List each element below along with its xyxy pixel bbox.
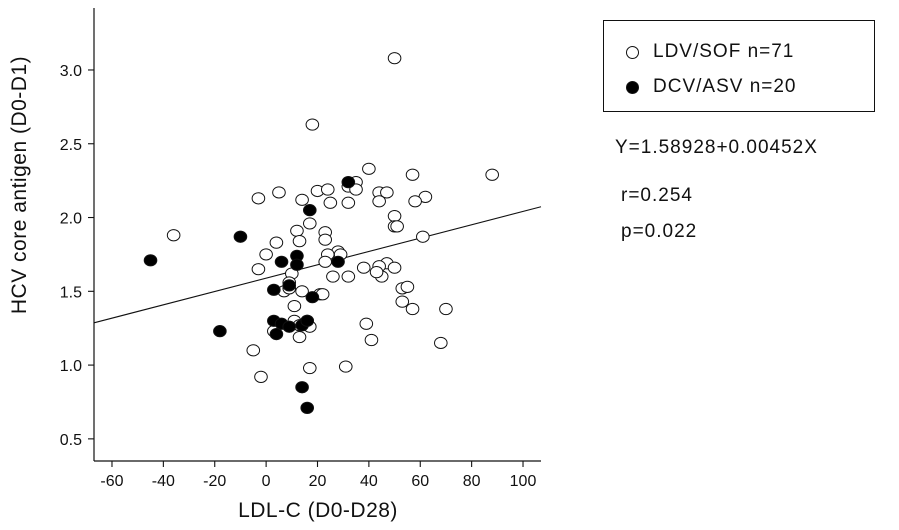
ldv-sof-point	[295, 285, 309, 298]
ldv-sof-point	[372, 195, 386, 208]
ldv-sof-point	[338, 360, 353, 373]
ldv-sof-point	[408, 195, 422, 208]
ldv-sof-point	[395, 295, 410, 308]
dcv-asv-point	[341, 176, 356, 189]
dcv-asv-point	[331, 255, 345, 268]
ldv-sof-point	[416, 230, 430, 243]
ldv-sof-point	[341, 196, 356, 209]
dcv-asv-point	[300, 401, 315, 414]
ldv-sof-point	[364, 333, 379, 347]
x-tick-label: 80	[463, 473, 481, 490]
dcv-asv-point	[282, 320, 297, 333]
x-tick-label: 60	[411, 473, 429, 490]
dcv-asv-point	[302, 204, 317, 217]
ldv-sof-point	[341, 270, 356, 283]
dcv-asv-point	[269, 328, 284, 341]
ldv-sof-point	[251, 192, 266, 205]
dcv-asv-point	[295, 381, 309, 394]
ldv-sof-point	[292, 235, 307, 248]
regression-line	[93, 206, 542, 324]
ldv-sof-point	[320, 183, 335, 196]
dcv-asv-point	[290, 258, 304, 271]
y-tick-label: 1.0	[60, 358, 82, 375]
ldv-sof-point	[295, 193, 309, 206]
ldv-sof-point	[387, 52, 402, 65]
ldv-sof-point	[369, 266, 384, 279]
x-tick-label: -60	[100, 473, 123, 490]
x-tick-label: 100	[510, 473, 537, 490]
ldv-sof-point	[287, 299, 302, 313]
ldv-sof-point	[269, 236, 284, 249]
legend-label-ldv-sof: LDV/SOF n=71	[653, 41, 795, 62]
ldv-sof-point	[305, 118, 320, 131]
dcv-asv-point	[274, 255, 289, 268]
y-tick-label: 1.5	[60, 284, 82, 301]
y-tick-label: 2.0	[60, 211, 82, 228]
dcv-asv-point	[213, 325, 227, 338]
legend: LDV/SOF n=71 DCV/ASV n=20	[603, 20, 875, 112]
ldv-sof-point	[359, 317, 374, 330]
open-circle-icon	[626, 45, 639, 59]
x-tick-label: 40	[360, 473, 378, 490]
x-ticks: -60 -40 -20 0 20 40 60 80 100	[100, 461, 536, 490]
ldv-sof-point	[290, 224, 304, 237]
x-tick-label: -20	[203, 473, 226, 490]
y-tick-label: 2.5	[60, 137, 82, 154]
regression-equation: Y=1.58928+0.00452X	[615, 137, 818, 158]
ldv-sof-point	[434, 336, 448, 350]
ldv-sof-point	[405, 302, 420, 316]
ldv-sof-point	[323, 196, 338, 209]
ldv-sof-point	[362, 162, 376, 175]
ldv-sof-point	[318, 255, 333, 268]
ldv-sof-point	[405, 168, 420, 181]
data-points	[143, 52, 499, 414]
ldv-sof-point	[485, 168, 499, 181]
ldv-sof-point	[387, 261, 402, 274]
legend-item-ldv-sof: LDV/SOF n=71	[626, 41, 794, 63]
ldv-sof-point	[302, 217, 317, 230]
ldv-sof-point	[439, 302, 453, 316]
dcv-asv-point	[267, 283, 281, 296]
legend-label-dcv-asv: DCV/ASV n=20	[653, 76, 797, 97]
dcv-asv-point	[282, 279, 297, 292]
ldv-sof-point	[400, 280, 415, 293]
y-ticks: 0.5 1.0 1.5 2.0 2.5 3.0	[60, 63, 94, 449]
dcv-asv-point	[300, 314, 315, 327]
x-tick-label: -40	[152, 473, 175, 490]
ldv-sof-point	[259, 248, 273, 261]
ldv-sof-point	[166, 229, 181, 242]
ldv-sof-point	[251, 263, 266, 276]
ldv-sof-point	[246, 344, 261, 357]
correlation-r: r=0.254	[621, 185, 693, 206]
ldv-sof-point	[272, 186, 286, 199]
ldv-sof-point	[390, 220, 404, 233]
dcv-asv-point	[305, 291, 320, 304]
p-value: p=0.022	[621, 221, 698, 242]
ldv-sof-point	[292, 330, 307, 344]
ldv-sof-point	[387, 209, 402, 223]
y-tick-label: 0.5	[60, 432, 82, 449]
ldv-sof-point	[254, 370, 268, 383]
x-axis-label: LDL-C (D0-D28)	[238, 499, 398, 522]
ldv-sof-point	[349, 183, 363, 196]
ldv-sof-point	[326, 270, 340, 283]
ldv-sof-point	[318, 233, 333, 246]
legend-item-dcv-asv: DCV/ASV n=20	[626, 76, 797, 98]
x-tick-label: 0	[262, 473, 271, 490]
filled-circle-icon	[626, 80, 639, 94]
ldv-sof-point	[356, 261, 371, 274]
dcv-asv-point	[143, 254, 158, 267]
y-axis-label: HCV core antigen (D0-D1)	[8, 56, 31, 314]
x-tick-label: 20	[309, 473, 327, 490]
dcv-asv-point	[233, 230, 248, 243]
ldv-sof-point	[302, 361, 317, 375]
y-tick-label: 3.0	[60, 63, 82, 80]
ldv-sof-point	[380, 186, 394, 199]
axes: -60 -40 -20 0 20 40 60 80 100 0.5 1.0 1.5 2.0 2.5 3.0	[60, 8, 541, 490]
